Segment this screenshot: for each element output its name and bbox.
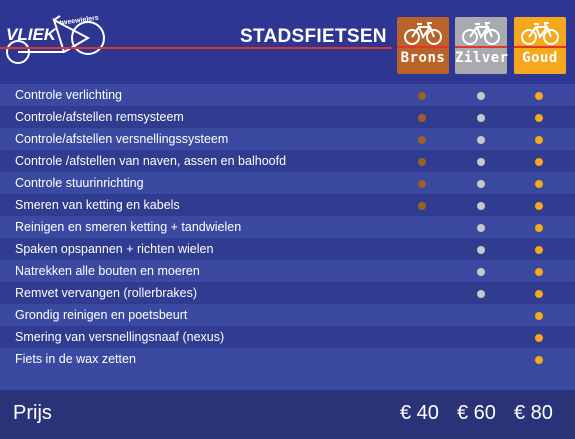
price-footer: Prijs € 40 € 60 € 80 — [0, 390, 575, 439]
service-row: Natrekken alle bouten en moeren — [0, 260, 575, 282]
bullet-dot-icon-goud — [535, 158, 543, 166]
bullet-dot-icon-brons — [418, 158, 426, 166]
bullet-dot-icon-goud — [535, 202, 543, 210]
bullet-dot-icon-goud — [535, 114, 543, 122]
bullet-dot-icon-zilver — [477, 158, 485, 166]
service-label: Smeren van ketting en kabels — [15, 198, 180, 212]
bullet-dot-icon-brons — [418, 114, 426, 122]
service-label: Controle stuurinrichting — [15, 176, 144, 190]
bullet-dot-icon-goud — [535, 290, 543, 298]
vliek-logo: VLIEK tweewielers — [6, 15, 105, 64]
bullet-dot-icon-zilver — [477, 224, 485, 232]
service-label: Smering van versnellingsnaaf (nexus) — [15, 330, 225, 344]
bullet-dot-icon-goud — [535, 246, 543, 254]
bullet-dot-icon-brons — [418, 92, 426, 100]
price-label: Prijs — [13, 402, 52, 424]
price-brons: € 40 — [400, 402, 439, 424]
service-label: Fiets in de wax zetten — [15, 352, 136, 366]
bullet-dot-icon-zilver — [477, 268, 485, 276]
header: VLIEK tweewielers STADSFIETSEN Brons Zil… — [0, 0, 575, 80]
service-label: Spaken opspannen + richten wielen — [15, 242, 214, 256]
service-row: Smering van versnellingsnaaf (nexus) — [0, 326, 575, 348]
bullet-dot-icon-zilver — [477, 114, 485, 122]
package-badge-brons: Brons — [397, 17, 449, 74]
service-row: Controle/afstellen versnellingssysteem — [0, 128, 575, 150]
service-label: Grondig reinigen en poetsbeurt — [15, 308, 188, 322]
bullet-dot-icon-zilver — [477, 92, 485, 100]
badge-divider — [514, 46, 566, 48]
bullet-dot-icon-brons — [418, 202, 426, 210]
bullet-dot-icon-goud — [535, 224, 543, 232]
service-row: Controle stuurinrichting — [0, 172, 575, 194]
bullet-dot-icon-goud — [535, 312, 543, 320]
bullet-dot-icon-zilver — [477, 136, 485, 144]
bullet-dot-icon-goud — [535, 136, 543, 144]
service-row: Remvet vervangen (rollerbrakes) — [0, 282, 575, 304]
badge-divider — [455, 46, 507, 48]
package-label: Brons — [400, 50, 446, 66]
service-label: Reinigen en smeren ketting + tandwielen — [15, 220, 242, 234]
service-label: Controle verlichting — [15, 88, 122, 102]
bicycle-icon — [404, 22, 442, 45]
service-row: Controle verlichting — [0, 84, 575, 106]
service-row: Spaken opspannen + richten wielen — [0, 238, 575, 260]
price-zilver: € 60 — [457, 402, 496, 424]
service-row: Fiets in de wax zetten — [0, 348, 575, 370]
table-spacer-row — [0, 370, 575, 390]
bullet-dot-icon-zilver — [477, 246, 485, 254]
price-goud: € 80 — [514, 402, 553, 424]
bullet-dot-icon-zilver — [477, 290, 485, 298]
services-list: Controle verlichting Controle/afstellen r… — [0, 84, 575, 370]
package-label: Goud — [522, 50, 558, 66]
bullet-dot-icon-zilver — [477, 202, 485, 210]
package-label: Zilver — [455, 50, 509, 66]
service-row: Grondig reinigen en poetsbeurt — [0, 304, 575, 326]
service-label: Controle /afstellen van naven, assen en … — [15, 154, 287, 168]
service-label: Remvet vervangen (rollerbrakes) — [15, 286, 198, 300]
bullet-dot-icon-brons — [418, 180, 426, 188]
service-row: Smeren van ketting en kabels — [0, 194, 575, 216]
bullet-dot-icon-goud — [535, 356, 543, 364]
bullet-dot-icon-zilver — [477, 180, 485, 188]
service-label: Controle/afstellen versnellingssysteem — [15, 132, 229, 146]
page-title: STADSFIETSEN — [240, 26, 387, 47]
service-row: Controle /afstellen van naven, assen en … — [0, 150, 575, 172]
bicycle-icon — [462, 22, 500, 45]
service-label: Controle/afstellen remsysteem — [15, 110, 184, 124]
service-row: Reinigen en smeren ketting + tandwielen — [0, 216, 575, 238]
header-divider — [0, 47, 392, 49]
package-badge-zilver: Zilver — [455, 17, 509, 74]
package-badge-goud: Goud — [514, 17, 566, 74]
bullet-dot-icon-goud — [535, 268, 543, 276]
bullet-dot-icon-goud — [535, 92, 543, 100]
bullet-dot-icon-goud — [535, 334, 543, 342]
bullet-dot-icon-goud — [535, 180, 543, 188]
badge-divider — [397, 46, 449, 48]
service-label: Natrekken alle bouten en moeren — [15, 264, 200, 278]
bullet-dot-icon-brons — [418, 136, 426, 144]
bicycle-icon — [521, 22, 559, 45]
brand-name: VLIEK — [6, 25, 58, 44]
service-row: Controle/afstellen remsysteem — [0, 106, 575, 128]
